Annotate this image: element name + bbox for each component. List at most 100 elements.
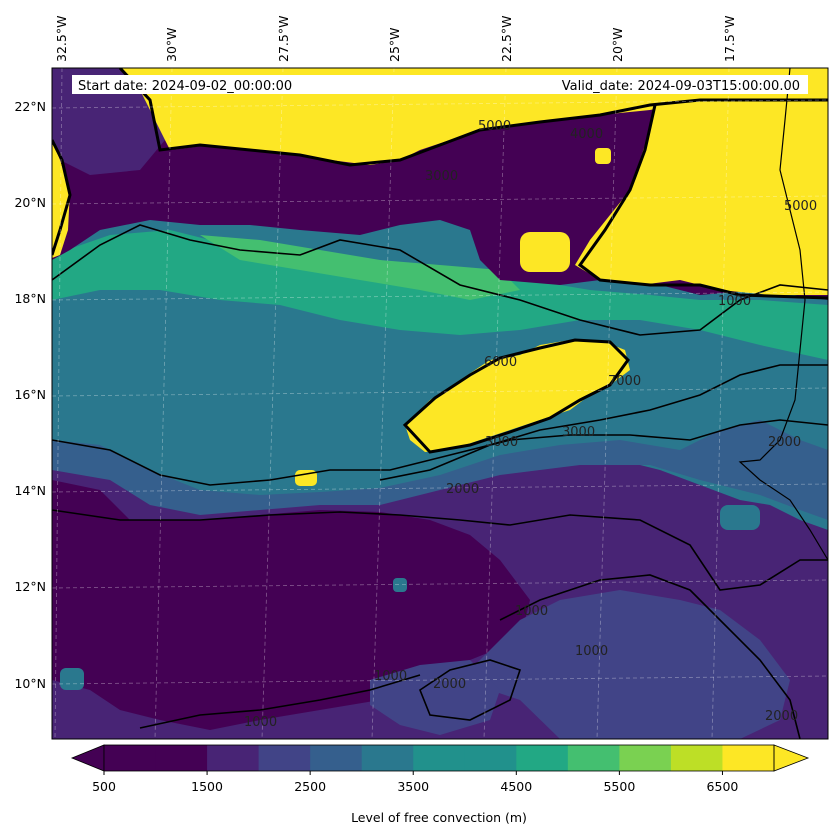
- gridline: [52, 195, 828, 205]
- lat-tick-label: 14°N: [14, 483, 46, 498]
- colorbar-segment: [722, 745, 775, 771]
- contour-3000: [379, 364, 828, 481]
- colorbar-label: Level of free convection (m): [351, 810, 527, 825]
- lon-tick-label: 22.5°W: [499, 16, 514, 62]
- gridline: [52, 483, 828, 493]
- contour-8000-central: [402, 338, 630, 454]
- colorbar-segment: [516, 745, 569, 771]
- colorbar-segment: [567, 745, 620, 771]
- contour-label: 2000: [433, 677, 466, 692]
- contour-label: 3000: [425, 169, 458, 184]
- contour-label: 1000: [374, 669, 407, 684]
- contour-label: 6000: [484, 355, 517, 370]
- contour-1000-sw: [139, 674, 421, 729]
- contour-label: 3000: [562, 425, 595, 440]
- contour-lines: [52, 68, 828, 739]
- colorbar-segment: [361, 745, 414, 771]
- colorbar-ticks: 500 1500 2500 3500 4500 5500 6500: [92, 771, 738, 794]
- colorbar-segment: [464, 745, 517, 771]
- lon-tick-label: 20°W: [610, 27, 625, 62]
- contour-1000-north: [52, 224, 828, 336]
- lat-tick-label: 12°N: [14, 579, 46, 594]
- colorbar: 500 1500 2500 3500 4500 5500 6500 Level of fre…: [70, 744, 810, 825]
- colorbar-segment: [207, 745, 260, 771]
- colorbar-segment: [258, 745, 311, 771]
- contour-label: 2000: [768, 435, 801, 450]
- colorbar-tick-label: 3500: [397, 779, 429, 794]
- coastline-africa: [738, 68, 828, 561]
- lon-axis: 32.5°W 30°W 27.5°W 25°W 22.5°W 20°W 17.5…: [54, 16, 737, 62]
- field-patch: [393, 578, 407, 592]
- colorbar-segment: [619, 745, 672, 771]
- gridline: [52, 387, 828, 397]
- contour-label: 5000: [478, 119, 511, 134]
- info-box: [72, 75, 808, 94]
- gridline: [52, 291, 828, 301]
- lon-tick-label: 25°W: [387, 27, 402, 62]
- lat-axis: 22°N 20°N 18°N 16°N 14°N 12°N 10°N: [14, 99, 46, 691]
- field-south-lowest: [52, 480, 530, 730]
- colorbar-tick-label: 4500: [500, 779, 532, 794]
- contour-label: 5000: [784, 199, 817, 214]
- lat-tick-label: 18°N: [14, 291, 46, 306]
- field-patch: [720, 505, 760, 530]
- start-date-label: Start date: 2024-09-02_00:00:00: [78, 79, 292, 94]
- contour-2000-s: [419, 659, 522, 721]
- contour-label: 2000: [765, 709, 798, 724]
- field-southeast-mid: [470, 590, 790, 739]
- field-north-green: [52, 230, 828, 360]
- contour-1000-south: [52, 509, 828, 591]
- contour-8000-north: [118, 68, 828, 167]
- colorbar-over-arrow: [773, 744, 810, 772]
- lon-tick-label: 17.5°W: [722, 16, 737, 62]
- contour-label: 2000: [446, 482, 479, 497]
- colorbar-tick-label: 6500: [707, 779, 739, 794]
- contour-8000-ne: [577, 104, 828, 300]
- gridlines: [52, 68, 828, 739]
- contour-label-group: 5000 4000 3000 5000 1000 6000 7000 3000 …: [244, 119, 817, 730]
- valid-date-label: Valid_date: 2024-09-03T15:00:00.00: [562, 79, 800, 94]
- colorbar-segment: [413, 745, 466, 771]
- contour-8000-nw: [52, 139, 72, 256]
- field-yellow-central: [405, 340, 630, 452]
- field-north-lightgreen: [200, 235, 520, 300]
- colorbar-segments: [104, 745, 775, 771]
- contour-1000-se: [499, 574, 801, 739]
- gridline: [52, 675, 828, 685]
- contour-label: 1000: [718, 294, 751, 309]
- field-patch: [520, 232, 570, 272]
- contour-label: 7000: [608, 374, 641, 389]
- contour-2000-south: [52, 419, 828, 486]
- contour-label: 1000: [515, 604, 548, 619]
- lat-tick-label: 16°N: [14, 387, 46, 402]
- colorbar-tick-label: 500: [92, 779, 116, 794]
- field-patch: [595, 148, 611, 164]
- map-plot-area: 5000 4000 3000 5000 1000 6000 7000 3000 …: [52, 68, 828, 739]
- colorbar-segment: [155, 745, 208, 771]
- contour-label: 1000: [244, 715, 277, 730]
- field-south-mid: [370, 660, 500, 735]
- field-patch: [60, 668, 84, 690]
- map-border: [51, 67, 829, 740]
- gridline: [52, 99, 828, 109]
- lat-tick-label: 22°N: [14, 99, 46, 114]
- colorbar-frame: [103, 744, 775, 772]
- lat-tick-label: 20°N: [14, 195, 46, 210]
- colorbar-tick-label: 2500: [294, 779, 326, 794]
- colorbar-tick-label: 5500: [603, 779, 635, 794]
- colorbar-segment: [310, 745, 363, 771]
- colorbar-under-arrow: [70, 744, 105, 772]
- lon-tick-label: 27.5°W: [276, 16, 291, 62]
- lon-tick-label: 32.5°W: [54, 16, 69, 62]
- field-patch: [295, 470, 317, 486]
- field-mid-band: [52, 420, 828, 520]
- field-north-purple: [52, 68, 165, 175]
- contour-label: 4000: [570, 127, 603, 142]
- gridline: [52, 579, 828, 589]
- lon-tick-label: 30°W: [164, 27, 179, 62]
- colorbar-segment: [670, 745, 723, 771]
- field-yellow-northeast: [575, 100, 828, 295]
- contour-label: 1000: [575, 644, 608, 659]
- field-yellow-northwest: [52, 140, 70, 258]
